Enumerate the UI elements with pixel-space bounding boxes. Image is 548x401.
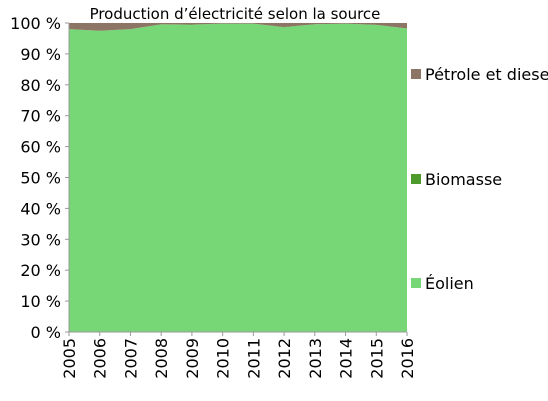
- x-tick-label: 2012: [275, 338, 294, 379]
- y-tick-label: 10 %: [20, 292, 61, 311]
- x-tick-label: 2008: [152, 338, 171, 379]
- y-tick-label: 50 %: [20, 169, 61, 188]
- legend-label: Éolien: [425, 274, 474, 293]
- y-tick-label: 100 %: [10, 14, 61, 33]
- x-tick-label: 2016: [398, 338, 417, 379]
- y-tick-label: 80 %: [20, 76, 61, 95]
- legend-swatch: [411, 174, 421, 184]
- area-layer: [69, 23, 407, 333]
- y-tick-label: 30 %: [20, 230, 61, 249]
- legend-swatch: [411, 69, 421, 79]
- chart-title: Production d’électricité selon la source: [90, 5, 381, 23]
- x-tick-label: 2013: [306, 338, 325, 379]
- x-tick-label: 2009: [183, 338, 202, 379]
- x-tick-label: 2015: [367, 338, 386, 379]
- y-tick-label: 0 %: [31, 323, 61, 342]
- x-tick-label: 2011: [244, 338, 263, 379]
- y-tick-label: 90 %: [20, 45, 61, 64]
- legend-swatch: [411, 278, 421, 288]
- x-tick-label: 2007: [121, 338, 140, 379]
- legend: Pétrole et diesel Biomasse Éolien: [411, 65, 548, 293]
- y-tick-label: 40 %: [20, 199, 61, 218]
- x-tick-label: 2006: [91, 338, 110, 379]
- legend-label: Pétrole et diesel: [425, 65, 548, 84]
- legend-label: Biomasse: [425, 170, 502, 189]
- y-tick-label: 70 %: [20, 107, 61, 126]
- x-tick-label: 2005: [60, 338, 79, 379]
- y-tick-label: 60 %: [20, 138, 61, 157]
- x-tick-label: 2014: [337, 338, 356, 379]
- area-series-0: [69, 23, 407, 333]
- y-axis-ticks: 0 % 10 % 20 % 30 % 40 % 50 % 60 % 70 % 80 % 90 % 1…: [10, 14, 69, 342]
- area-series-2: [69, 23, 407, 31]
- x-axis-ticks: 2005 2006 2007 2008 2009 2010 2011 2012 2013 2014…: [60, 332, 417, 379]
- x-tick-label: 2010: [214, 338, 233, 379]
- y-tick-label: 20 %: [20, 261, 61, 280]
